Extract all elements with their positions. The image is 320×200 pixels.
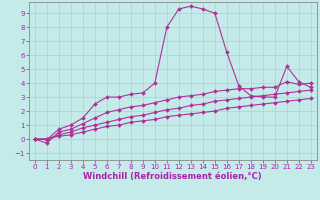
X-axis label: Windchill (Refroidissement éolien,°C): Windchill (Refroidissement éolien,°C) bbox=[84, 172, 262, 181]
